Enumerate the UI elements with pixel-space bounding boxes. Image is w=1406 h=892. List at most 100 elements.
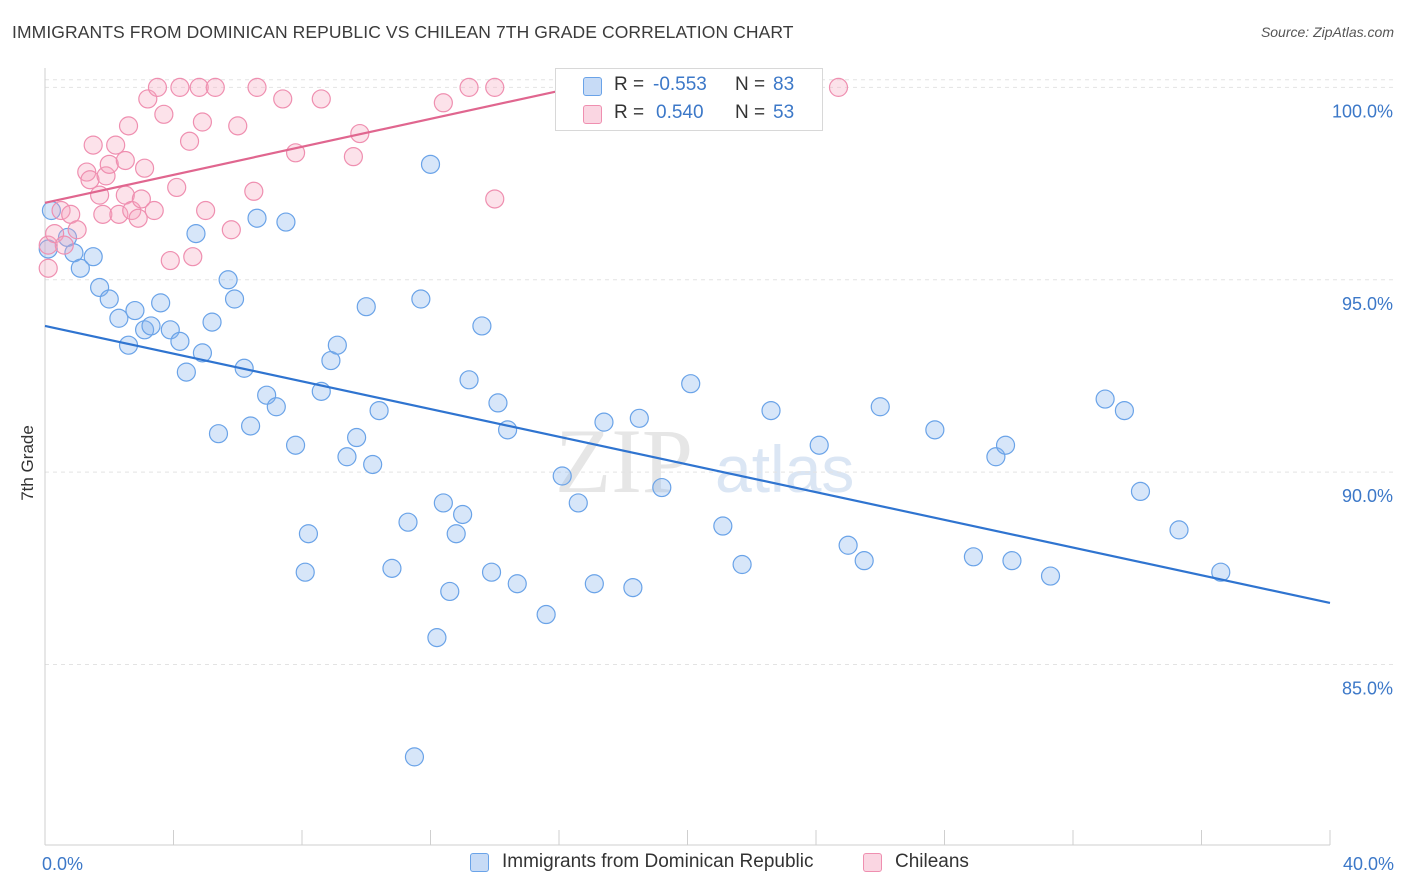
legend-n-value: 53 (773, 102, 795, 123)
data-point (99, 154, 119, 174)
legend-r-value: 0.540 (656, 102, 704, 123)
data-point (128, 208, 148, 228)
data-point (80, 170, 100, 190)
data-point (154, 104, 174, 124)
data-point (170, 331, 190, 351)
data-point (186, 224, 206, 244)
data-point (38, 235, 58, 255)
data-point (183, 247, 203, 267)
series-legend: Immigrants from Dominican Republic Chile… (0, 851, 1406, 879)
data-point (38, 258, 58, 278)
data-point (433, 93, 453, 113)
data-point (404, 747, 425, 767)
x-tick-label-max: 40.0% (1343, 854, 1394, 874)
data-point (170, 77, 190, 97)
y-tick-label: 100.0% (1332, 101, 1393, 121)
axes (44, 68, 1331, 846)
data-point (167, 177, 187, 198)
legend-item-dominican[interactable]: Immigrants from Dominican Republic (470, 851, 814, 873)
series-dominican-points (38, 154, 1231, 767)
data-point (427, 628, 447, 648)
data-point (151, 293, 171, 313)
data-point (70, 258, 90, 278)
data-point (536, 604, 556, 625)
x-tick-label-min: 0.0% (42, 854, 83, 874)
data-point (224, 289, 245, 309)
data-point (176, 362, 196, 382)
data-point (623, 577, 643, 598)
legend-swatch-pink (583, 105, 602, 124)
watermark-atlas: atlas (715, 432, 854, 506)
data-point (485, 77, 505, 97)
data-point (398, 512, 418, 532)
data-point (629, 408, 649, 428)
data-point (1040, 566, 1061, 586)
data-point (995, 435, 1016, 455)
data-point (1114, 400, 1135, 421)
legend-swatch-blue (583, 77, 602, 96)
data-point (1169, 520, 1189, 540)
legend-row-dominican: R = -0.553 N = 83 (556, 72, 822, 100)
data-point (115, 150, 135, 171)
data-point (141, 316, 161, 336)
trend-line (44, 324, 1331, 605)
data-point (221, 220, 241, 240)
data-point (488, 393, 508, 413)
data-point (311, 89, 331, 109)
y-tick-labels: 85.0% 90.0% 95.0% 100.0% (1332, 101, 1393, 698)
series-chilean-points (38, 77, 849, 278)
legend-r-label: R = (614, 102, 645, 123)
data-point (99, 289, 119, 309)
data-point (118, 116, 139, 136)
data-point (83, 135, 103, 155)
data-point (247, 208, 267, 228)
legend-row-chilean: R = 0.540 N = 53 (556, 100, 822, 128)
data-point (276, 212, 296, 232)
data-point (925, 420, 945, 440)
data-point (218, 270, 238, 290)
y-tick-label: 90.0% (1342, 486, 1393, 506)
data-point (433, 493, 453, 513)
data-point (1130, 481, 1151, 502)
data-point (54, 235, 74, 255)
trend-lines (44, 86, 1331, 605)
data-point (196, 200, 216, 221)
data-point (446, 524, 466, 544)
data-point (192, 112, 213, 132)
data-point (854, 551, 874, 571)
data-point (109, 204, 129, 224)
data-point (568, 493, 588, 513)
legend-label-chileans: Chileans (895, 851, 969, 872)
data-point (453, 504, 473, 525)
data-point (440, 581, 460, 602)
data-point (420, 154, 441, 174)
data-point (963, 547, 984, 567)
data-point (472, 316, 492, 336)
data-point (347, 427, 367, 448)
data-point (343, 147, 363, 167)
stats-legend: R = -0.553 N = 83 R = 0.540 N = 53 (555, 68, 823, 131)
legend-item-chileans[interactable]: Chileans (863, 851, 969, 873)
data-point (144, 200, 164, 221)
data-point (189, 77, 209, 97)
data-point (160, 250, 180, 271)
data-point (244, 181, 264, 201)
data-point (652, 477, 672, 498)
data-point (732, 554, 752, 575)
data-point (208, 424, 229, 444)
y-axis-label: 7th Grade (18, 425, 37, 501)
data-point (481, 562, 502, 582)
legend-swatch-pink (863, 852, 882, 872)
legend-n-label: N = (735, 102, 766, 123)
data-point (584, 574, 604, 594)
legend-r-value: -0.553 (653, 74, 707, 95)
y-tick-label: 85.0% (1342, 679, 1393, 699)
data-point (247, 77, 267, 97)
data-point (109, 308, 129, 328)
data-point (285, 435, 306, 455)
data-point (459, 77, 479, 97)
data-point (485, 189, 505, 209)
data-point (1095, 389, 1115, 409)
data-point (356, 297, 376, 317)
